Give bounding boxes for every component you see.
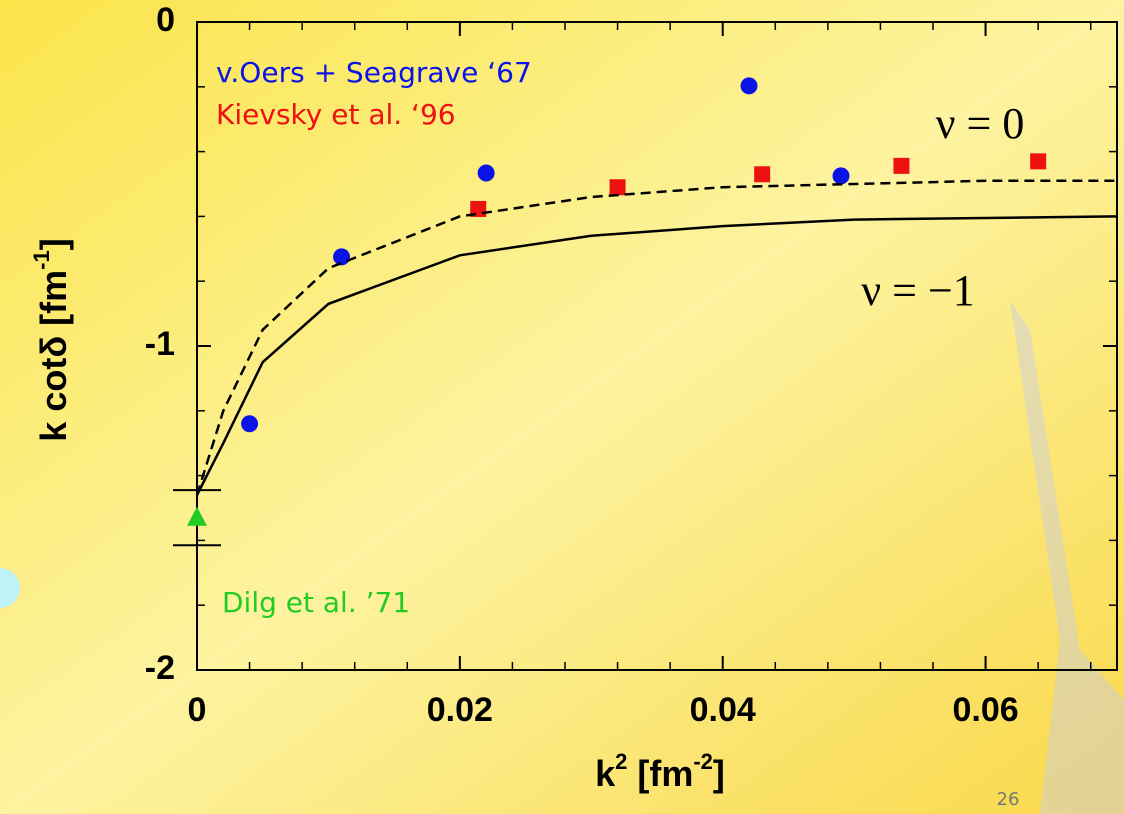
tower-decoration <box>1010 300 1124 814</box>
y-tick-label: 0 <box>156 1 175 39</box>
data-point <box>1030 153 1047 170</box>
curve <box>195 179 1117 496</box>
data-point <box>832 167 850 185</box>
data-point <box>609 179 626 196</box>
y-tick-label: -1 <box>145 325 175 363</box>
data-point <box>754 166 771 183</box>
x-axis-label-part: 2 <box>615 749 627 774</box>
y-axis-label: k cotδ [fm-1] <box>29 238 74 441</box>
data-point <box>740 77 758 95</box>
data-point <box>187 506 207 526</box>
x-axis-label: k2 [fm-2] <box>595 749 725 794</box>
y-tick-label: -2 <box>145 649 175 687</box>
data-point <box>477 164 495 182</box>
legend-entry: Dilg et al. ’71 <box>222 586 410 619</box>
x-tick-label: 0.06 <box>952 691 1018 729</box>
y-axis-label-part: k cotδ [fm <box>33 270 74 442</box>
curve <box>195 215 1118 496</box>
legend-entry: Kievsky et al. ‘96 <box>216 98 456 131</box>
x-axis-label-part: k <box>595 753 616 794</box>
curve-label: ν = −1 <box>861 266 975 315</box>
x-tick-label: 0 <box>188 691 207 729</box>
decoration <box>0 568 20 608</box>
x-axis-label-part: ] <box>713 753 725 794</box>
x-tick-label: 0.04 <box>690 691 756 729</box>
data-point <box>241 415 259 433</box>
data-point <box>893 157 910 174</box>
y-axis-label-part: -1 <box>29 250 54 270</box>
x-tick-label: 0.02 <box>427 691 493 729</box>
page-number: 26 <box>997 789 1020 810</box>
x-axis-label-part: -2 <box>693 749 713 774</box>
curve-label: ν = 0 <box>936 99 1025 148</box>
x-axis-label-part: [fm <box>627 753 693 794</box>
data-point <box>333 248 351 266</box>
legend-entry: v.Oers + Seagrave ‘67 <box>216 56 532 89</box>
y-axis-label-part: ] <box>33 238 74 250</box>
